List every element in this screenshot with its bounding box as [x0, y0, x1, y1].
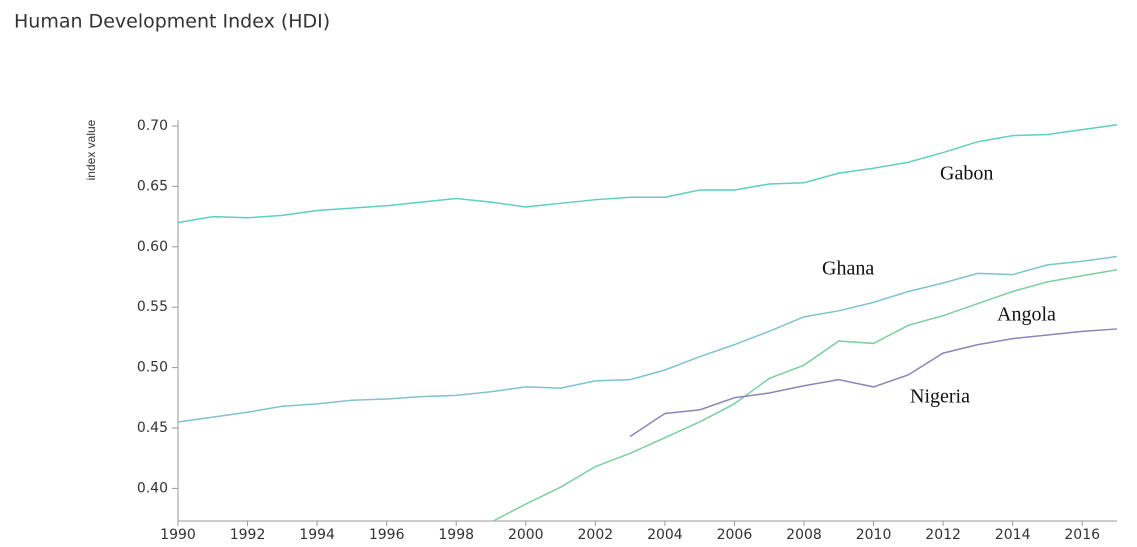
x-tick-label: 1992: [230, 527, 266, 543]
x-tick-label: 2012: [925, 527, 961, 543]
y-tick-label: 0.55: [137, 299, 168, 315]
chart-title: Human Development Index (HDI): [14, 11, 330, 33]
x-tick-label: 2014: [995, 527, 1031, 543]
y-axis-label: index value: [84, 119, 98, 180]
x-tick-label: 2004: [647, 527, 683, 543]
y-tick-label: 0.70: [137, 118, 168, 134]
y-tick-label: 0.40: [137, 480, 168, 496]
y-tick-label: 0.50: [137, 360, 168, 376]
y-tick-label: 0.65: [137, 178, 168, 194]
series-label: Nigeria: [910, 386, 970, 408]
x-tick-label: 2010: [856, 527, 892, 543]
series-line: [629, 328, 1118, 438]
x-tick-label: 1996: [369, 527, 405, 543]
plot-area: [178, 124, 1118, 521]
series-line: [178, 255, 1118, 423]
series-line: [178, 124, 1118, 224]
x-tick-label: 1990: [160, 527, 196, 543]
y-tick-label: 0.60: [137, 239, 168, 255]
y-tick-label: 0.45: [137, 420, 168, 436]
series-label: Gabon: [940, 163, 993, 185]
x-tick-label: 2006: [717, 527, 753, 543]
series-label: Angola: [997, 304, 1056, 326]
x-tick-label: 1994: [299, 527, 335, 543]
x-tick-label: 2002: [578, 527, 614, 543]
x-tick-label: 2000: [508, 527, 544, 543]
series-label: Ghana: [822, 258, 874, 280]
x-tick-label: 2008: [786, 527, 822, 543]
series-line: [491, 269, 1118, 521]
x-tick-label: 1998: [438, 527, 474, 543]
x-tick-label: 2016: [1064, 527, 1100, 543]
